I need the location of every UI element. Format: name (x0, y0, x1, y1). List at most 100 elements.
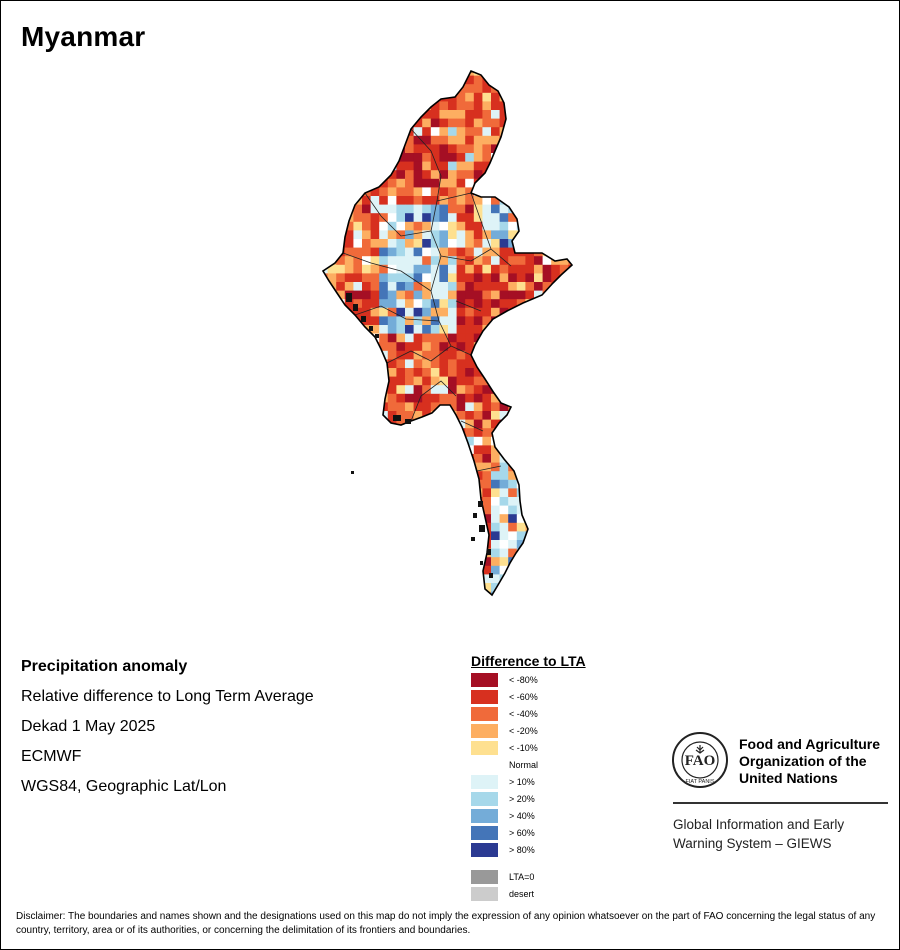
anomaly-cell (396, 548, 406, 558)
anomaly-cell (525, 385, 535, 395)
anomaly-cell (413, 84, 423, 94)
anomaly-cell (323, 307, 328, 317)
anomaly-cell (439, 127, 449, 137)
anomaly-cell (439, 230, 449, 240)
anomaly-cell (542, 488, 552, 498)
anomaly-cell (534, 419, 543, 429)
anomaly-cell (430, 290, 440, 300)
anomaly-cell (456, 256, 466, 266)
anomaly-cell (499, 479, 509, 489)
legend-label: Normal (509, 760, 539, 770)
anomaly-cell (482, 350, 492, 360)
anomaly-cell (525, 411, 535, 420)
anomaly-cell (396, 75, 406, 85)
anomaly-cell (336, 350, 346, 360)
anomaly-cell (336, 282, 346, 291)
anomaly-cell (430, 462, 440, 472)
anomaly-cell (456, 411, 466, 420)
anomaly-cell (323, 135, 328, 145)
anomaly-cell (430, 161, 440, 171)
anomaly-cell (323, 161, 328, 171)
anomaly-cell (439, 600, 448, 609)
anomaly-cell (422, 522, 432, 532)
anomaly-cell (499, 462, 509, 472)
anomaly-cell (525, 376, 535, 386)
anomaly-cell (491, 411, 500, 420)
anomaly-cell (508, 600, 517, 609)
anomaly-cell (559, 436, 569, 446)
anomaly-cell (379, 316, 389, 326)
anomaly-cell (439, 522, 449, 532)
anomaly-cell (516, 161, 526, 171)
anomaly-cell (465, 144, 475, 154)
anomaly-cell (525, 454, 535, 463)
anomaly-cell (482, 118, 492, 128)
anomaly-cell (362, 256, 371, 266)
anomaly-cell (327, 101, 337, 111)
anomaly-cell (439, 307, 449, 317)
anomaly-cell (396, 101, 406, 111)
anomaly-cell (534, 565, 543, 575)
anomaly-cell (353, 393, 363, 403)
anomaly-cell (482, 196, 492, 205)
anomaly-cell (323, 583, 328, 592)
anomaly-cell (327, 247, 337, 257)
anomaly-cell (353, 428, 363, 438)
anomaly-cell (534, 385, 543, 395)
anomaly-cell (559, 282, 569, 291)
anomaly-cell (336, 376, 346, 386)
anomaly-cell (508, 75, 518, 85)
anomaly-cell (482, 333, 492, 343)
anomaly-cell (465, 127, 475, 137)
anomaly-cell (396, 221, 406, 231)
map-subject: Precipitation anomaly (21, 658, 188, 675)
anomaly-cell (568, 221, 572, 231)
anomaly-cell (323, 419, 328, 429)
anomaly-cell (551, 436, 561, 446)
anomaly-cell (344, 591, 354, 595)
anomaly-cell (534, 497, 543, 506)
anomaly-cell (344, 359, 354, 369)
anomaly-cell (396, 583, 406, 592)
anomaly-cell (422, 488, 432, 498)
anomaly-cell (499, 273, 509, 283)
anomaly-cell (336, 161, 346, 171)
anomaly-cell (482, 153, 492, 162)
anomaly-cell (491, 325, 500, 334)
anomaly-cell (516, 290, 526, 300)
anomaly-cell (491, 565, 500, 575)
anomaly-cell (516, 393, 526, 403)
anomaly-cell (439, 583, 449, 592)
anomaly-cell (336, 127, 346, 137)
anomaly-cell (370, 127, 380, 137)
anomaly-cell (473, 325, 483, 334)
anomaly-cell (448, 153, 457, 162)
anomaly-cell (323, 84, 328, 94)
anomaly-cell (323, 479, 328, 489)
anomaly-cell (499, 213, 509, 223)
anomaly-cell (422, 290, 432, 300)
anomaly-cell (370, 540, 380, 549)
anomaly-cell (568, 557, 572, 567)
anomaly-cell (534, 299, 543, 309)
anomaly-cell (542, 307, 552, 317)
anomaly-cell (499, 187, 509, 197)
anomaly-cell (568, 92, 572, 102)
anomaly-cell (396, 71, 406, 76)
anomaly-cell (422, 178, 432, 188)
anomaly-cell (387, 540, 397, 549)
anomaly-cell (568, 196, 572, 205)
anomaly-cell (379, 565, 389, 575)
anomaly-cell (379, 213, 389, 223)
anomaly-cell (327, 161, 337, 171)
anomaly-cell (499, 540, 509, 549)
anomaly-cell (491, 273, 500, 283)
anomaly-cell (542, 135, 552, 145)
anomaly-cell (387, 505, 397, 515)
anomaly-cell (396, 316, 406, 326)
anomaly-cell (344, 385, 354, 395)
anomaly-cell (370, 505, 380, 515)
anomaly-cell (370, 135, 380, 145)
anomaly-cell (336, 153, 346, 162)
anomaly-cell (551, 454, 561, 463)
